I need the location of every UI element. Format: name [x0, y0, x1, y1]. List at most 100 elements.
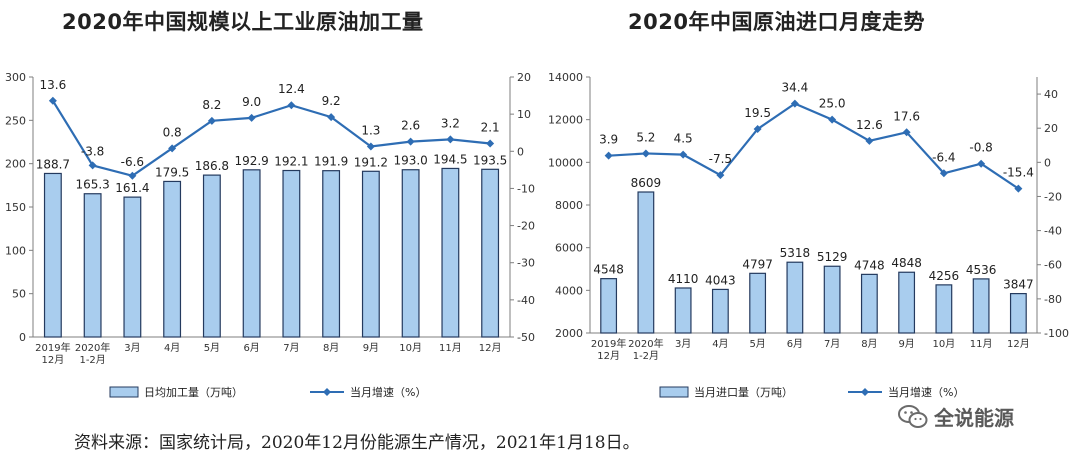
growth-value-label: 12.4	[278, 82, 305, 96]
bar	[441, 167, 460, 338]
growth-point	[88, 161, 97, 170]
legend-label-bar: 日均加工量（万吨）	[144, 386, 243, 399]
legend-marker-line	[323, 388, 331, 396]
bar-value-label: 4110	[668, 272, 699, 286]
bar	[1009, 292, 1027, 334]
bar	[749, 272, 767, 334]
x-tick-label: 8月	[323, 342, 339, 354]
chart-title-oil-processing: 2020年中国规模以上工业原油加工量	[62, 10, 424, 34]
x-tick-label: 12月	[597, 350, 620, 362]
growth-line	[51, 100, 491, 177]
bar-value-label: 179.5	[155, 165, 189, 179]
watermark-text: 全说能源	[934, 406, 1014, 430]
right-tick-label: -20	[1044, 190, 1062, 203]
bar	[123, 196, 142, 338]
bar	[860, 273, 878, 334]
bar-value-label: 165.3	[75, 178, 109, 192]
growth-point	[247, 113, 256, 122]
x-tick-label: 6月	[787, 338, 803, 350]
right-tick-label: -10	[517, 182, 535, 195]
left-tick-label: 10000	[548, 156, 583, 169]
growth-value-label: 5.2	[636, 130, 655, 144]
growth-value-label: 9.2	[322, 94, 341, 108]
x-tick-label: 4月	[712, 338, 728, 350]
x-tick-label: 5月	[749, 338, 765, 350]
legend-swatch-bar	[659, 386, 689, 398]
x-tick-label: 10月	[399, 342, 422, 354]
bar-value-label: 4748	[854, 258, 885, 272]
bar	[711, 288, 729, 334]
growth-point	[48, 96, 57, 105]
right-tick-label: 40	[1044, 88, 1058, 101]
right-tick-label: -20	[517, 220, 535, 233]
growth-value-label: 3.9	[599, 133, 618, 147]
legend-label-line: 当月增速（%）	[888, 385, 964, 399]
x-tick-label: 6月	[243, 342, 259, 354]
growth-value-label: -15.4	[1003, 166, 1034, 180]
left-tick-label: 150	[5, 201, 26, 214]
bar-value-label: 186.8	[195, 159, 229, 173]
right-tick-label: 0	[1044, 156, 1051, 169]
bar-value-label: 3847	[1003, 278, 1034, 292]
bar-value-label: 5129	[817, 250, 848, 264]
legend-label-bar: 当月进口量（万吨）	[694, 385, 793, 399]
growth-value-label: 0.8	[163, 125, 182, 139]
growth-point	[366, 142, 375, 151]
x-tick-label: 2019年	[35, 341, 70, 354]
growth-value-label: 8.2	[202, 98, 221, 112]
x-tick-label: 11月	[970, 338, 993, 350]
growth-value-label: -0.8	[969, 141, 992, 155]
bar	[163, 180, 182, 338]
growth-point	[977, 159, 986, 168]
bar	[823, 265, 841, 334]
growth-value-label: 3.2	[441, 116, 460, 130]
bar-value-label: 194.5	[433, 152, 467, 166]
growth-point	[327, 113, 336, 122]
bar	[674, 287, 692, 334]
bar	[600, 278, 618, 334]
x-tick-label: 1-2月	[633, 350, 659, 362]
growth-point	[753, 125, 762, 134]
bar-value-label: 193.0	[393, 154, 427, 168]
left-tick-label: 14000	[548, 71, 583, 84]
growth-point	[828, 115, 837, 124]
growth-point	[446, 135, 455, 144]
chart-oil-import: 2000 4000 6000 8000 10000 12000 14000 -100 -80 -6…	[548, 71, 1069, 399]
bar	[361, 170, 380, 338]
left-tick-label: 4000	[555, 284, 583, 297]
right-tick-label: 20	[517, 71, 531, 84]
growth-value-label: 1.3	[361, 123, 380, 137]
bar-value-label: 4848	[891, 256, 922, 270]
bar	[322, 170, 341, 338]
bar	[401, 169, 420, 338]
growth-value-label: 19.5	[744, 106, 771, 120]
growth-value-label: 25.0	[819, 97, 846, 111]
growth-value-label: 4.5	[674, 132, 693, 146]
right-tick-label: -30	[517, 257, 535, 270]
growth-point	[865, 136, 874, 145]
growth-point	[168, 144, 177, 153]
right-tick-label: -50	[517, 331, 535, 344]
growth-value-label: 2.6	[401, 119, 420, 133]
right-tick-label: 20	[1044, 122, 1058, 135]
growth-point	[641, 149, 650, 158]
growth-line	[608, 102, 1019, 190]
left-tick-label: 300	[5, 71, 26, 84]
chart-oil-processing: 0 50 100 150 200 250 300 -50 -40 -30 -20 -10 0 10 20 18…	[5, 71, 535, 399]
bar-value-label: 4043	[705, 273, 736, 287]
growth-value-label: 17.6	[893, 109, 920, 123]
growth-value-label: 13.6	[40, 78, 67, 92]
growth-point	[679, 150, 688, 159]
bar	[786, 261, 804, 334]
right-tick-label: 0	[517, 145, 524, 158]
wechat-icon	[898, 404, 928, 428]
x-tick-label: 7月	[283, 342, 299, 354]
bar-value-label: 4797	[742, 257, 773, 271]
x-tick-label: 3月	[124, 342, 140, 354]
x-tick-label: 12月	[42, 354, 65, 366]
x-tick-label: 12月	[479, 342, 502, 354]
growth-value-label: 9.0	[242, 95, 261, 109]
bar-value-label: 192.9	[234, 154, 268, 168]
chart-title-oil-import: 2020年中国原油进口月度走势	[628, 10, 925, 34]
x-tick-label: 1-2月	[79, 354, 105, 366]
